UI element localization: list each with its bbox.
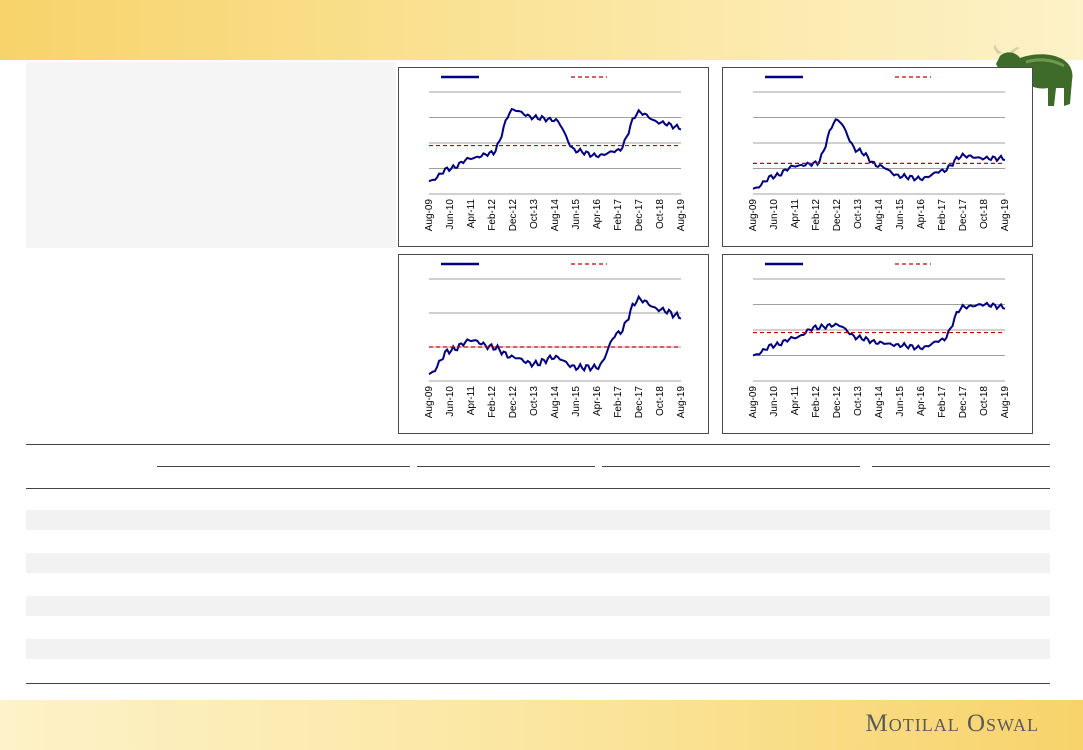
x-tick-label: Feb-17	[613, 199, 624, 231]
table-group-rule-2	[417, 466, 595, 467]
x-tick-label: Dec-12	[508, 199, 519, 232]
x-tick-label: Jun-10	[445, 199, 456, 230]
line-chart-1: Aug-09 Jun-10 Apr-11 Feb-12 Dec-12 Oct-13 Aug-…	[424, 75, 687, 232]
x-tick-label: Jun-15	[571, 199, 582, 230]
x-tick-label: Aug-19	[676, 386, 687, 419]
x-tick-label: Oct-18	[655, 386, 666, 416]
footer-band	[0, 700, 1083, 750]
x-tick-label: Oct-13	[529, 386, 540, 416]
table-row	[26, 639, 1050, 659]
x-tick-label: Dec-17	[958, 386, 969, 419]
x-tick-label: Aug-09	[424, 199, 435, 232]
x-tick-label: Aug-09	[748, 199, 759, 232]
x-tick-label: Oct-13	[529, 199, 540, 229]
chart-panel-1: Aug-09 Jun-10 Apr-11 Feb-12 Dec-12 Oct-13 Aug-…	[398, 67, 709, 247]
x-tick-label: Aug-19	[676, 199, 687, 232]
x-tick-label: Apr-16	[916, 386, 927, 416]
chart-panel-2: Aug-09 Jun-10 Apr-11 Feb-12 Dec-12 Oct-13 Aug-…	[722, 67, 1033, 247]
chart-panel-3: Aug-09 Jun-10 Apr-11 Feb-12 Dec-12 Oct-13 Aug-…	[398, 254, 709, 434]
x-tick-label: Oct-18	[979, 386, 990, 416]
x-tick-label: Apr-11	[790, 199, 801, 229]
line-chart-2: Aug-09 Jun-10 Apr-11 Feb-12 Dec-12 Oct-13 Aug-…	[748, 75, 1011, 232]
x-tick-label: Feb-12	[487, 199, 498, 231]
table-top-rule	[26, 444, 1050, 445]
x-tick-label: Feb-12	[811, 386, 822, 418]
x-tick-label: Dec-17	[958, 199, 969, 232]
x-tick-label: Feb-17	[613, 386, 624, 418]
commentary-box	[26, 62, 396, 248]
x-tick-label: Jun-15	[895, 386, 906, 417]
line-chart-3: Aug-09 Jun-10 Apr-11 Feb-12 Dec-12 Oct-13 Aug-…	[424, 262, 687, 419]
x-tick-label: Oct-13	[853, 386, 864, 416]
x-tick-label: Feb-17	[937, 386, 948, 418]
series-line	[428, 294, 682, 376]
x-tick-label: Apr-16	[592, 199, 603, 229]
x-tick-label: Oct-13	[853, 199, 864, 229]
x-tick-label: Aug-14	[550, 199, 561, 232]
series-line	[752, 301, 1006, 357]
x-tick-label: Jun-10	[445, 386, 456, 417]
x-tick-label: Feb-17	[937, 199, 948, 231]
table-bottom-rule	[26, 683, 1050, 684]
table-row	[26, 596, 1050, 616]
x-tick-label: Apr-16	[592, 386, 603, 416]
x-tick-label: Feb-12	[487, 386, 498, 418]
x-tick-label: Jun-10	[769, 199, 780, 230]
chart-panel-4: Aug-09 Jun-10 Apr-11 Feb-12 Dec-12 Oct-13 Aug-…	[722, 254, 1033, 434]
x-tick-label: Apr-11	[466, 386, 477, 416]
table-group-rule-4	[872, 466, 1050, 467]
header-band	[0, 0, 1083, 60]
x-tick-label: Aug-09	[748, 386, 759, 419]
x-tick-label: Feb-12	[811, 199, 822, 231]
x-tick-label: Apr-16	[916, 199, 927, 229]
table-row	[26, 510, 1050, 530]
x-tick-label: Aug-14	[550, 386, 561, 419]
x-tick-label: Dec-12	[832, 199, 843, 232]
table-row	[26, 553, 1050, 573]
x-tick-label: Aug-19	[1000, 386, 1011, 419]
brand-logo-text: Motilal Oswal	[865, 710, 1039, 737]
table-header-rule	[26, 488, 1050, 489]
x-tick-label: Aug-19	[1000, 199, 1011, 232]
x-tick-label: Oct-18	[655, 199, 666, 229]
x-tick-label: Aug-09	[424, 386, 435, 419]
x-tick-label: Jun-15	[571, 386, 582, 417]
x-tick-label: Dec-17	[634, 386, 645, 419]
x-tick-label: Dec-12	[508, 386, 519, 419]
x-tick-label: Apr-11	[466, 199, 477, 229]
line-chart-4: Aug-09 Jun-10 Apr-11 Feb-12 Dec-12 Oct-13 Aug-…	[748, 262, 1011, 419]
x-tick-label: Jun-15	[895, 199, 906, 230]
series-line	[428, 107, 682, 183]
series-line	[752, 118, 1006, 190]
x-tick-label: Aug-14	[874, 199, 885, 232]
x-tick-label: Jun-10	[769, 386, 780, 417]
x-tick-label: Aug-14	[874, 386, 885, 419]
table-group-rule-3	[602, 466, 860, 467]
table-group-rule-1	[157, 466, 410, 467]
x-tick-label: Apr-11	[790, 386, 801, 416]
x-tick-label: Dec-17	[634, 199, 645, 232]
x-tick-label: Oct-18	[979, 199, 990, 229]
x-tick-label: Dec-12	[832, 386, 843, 419]
